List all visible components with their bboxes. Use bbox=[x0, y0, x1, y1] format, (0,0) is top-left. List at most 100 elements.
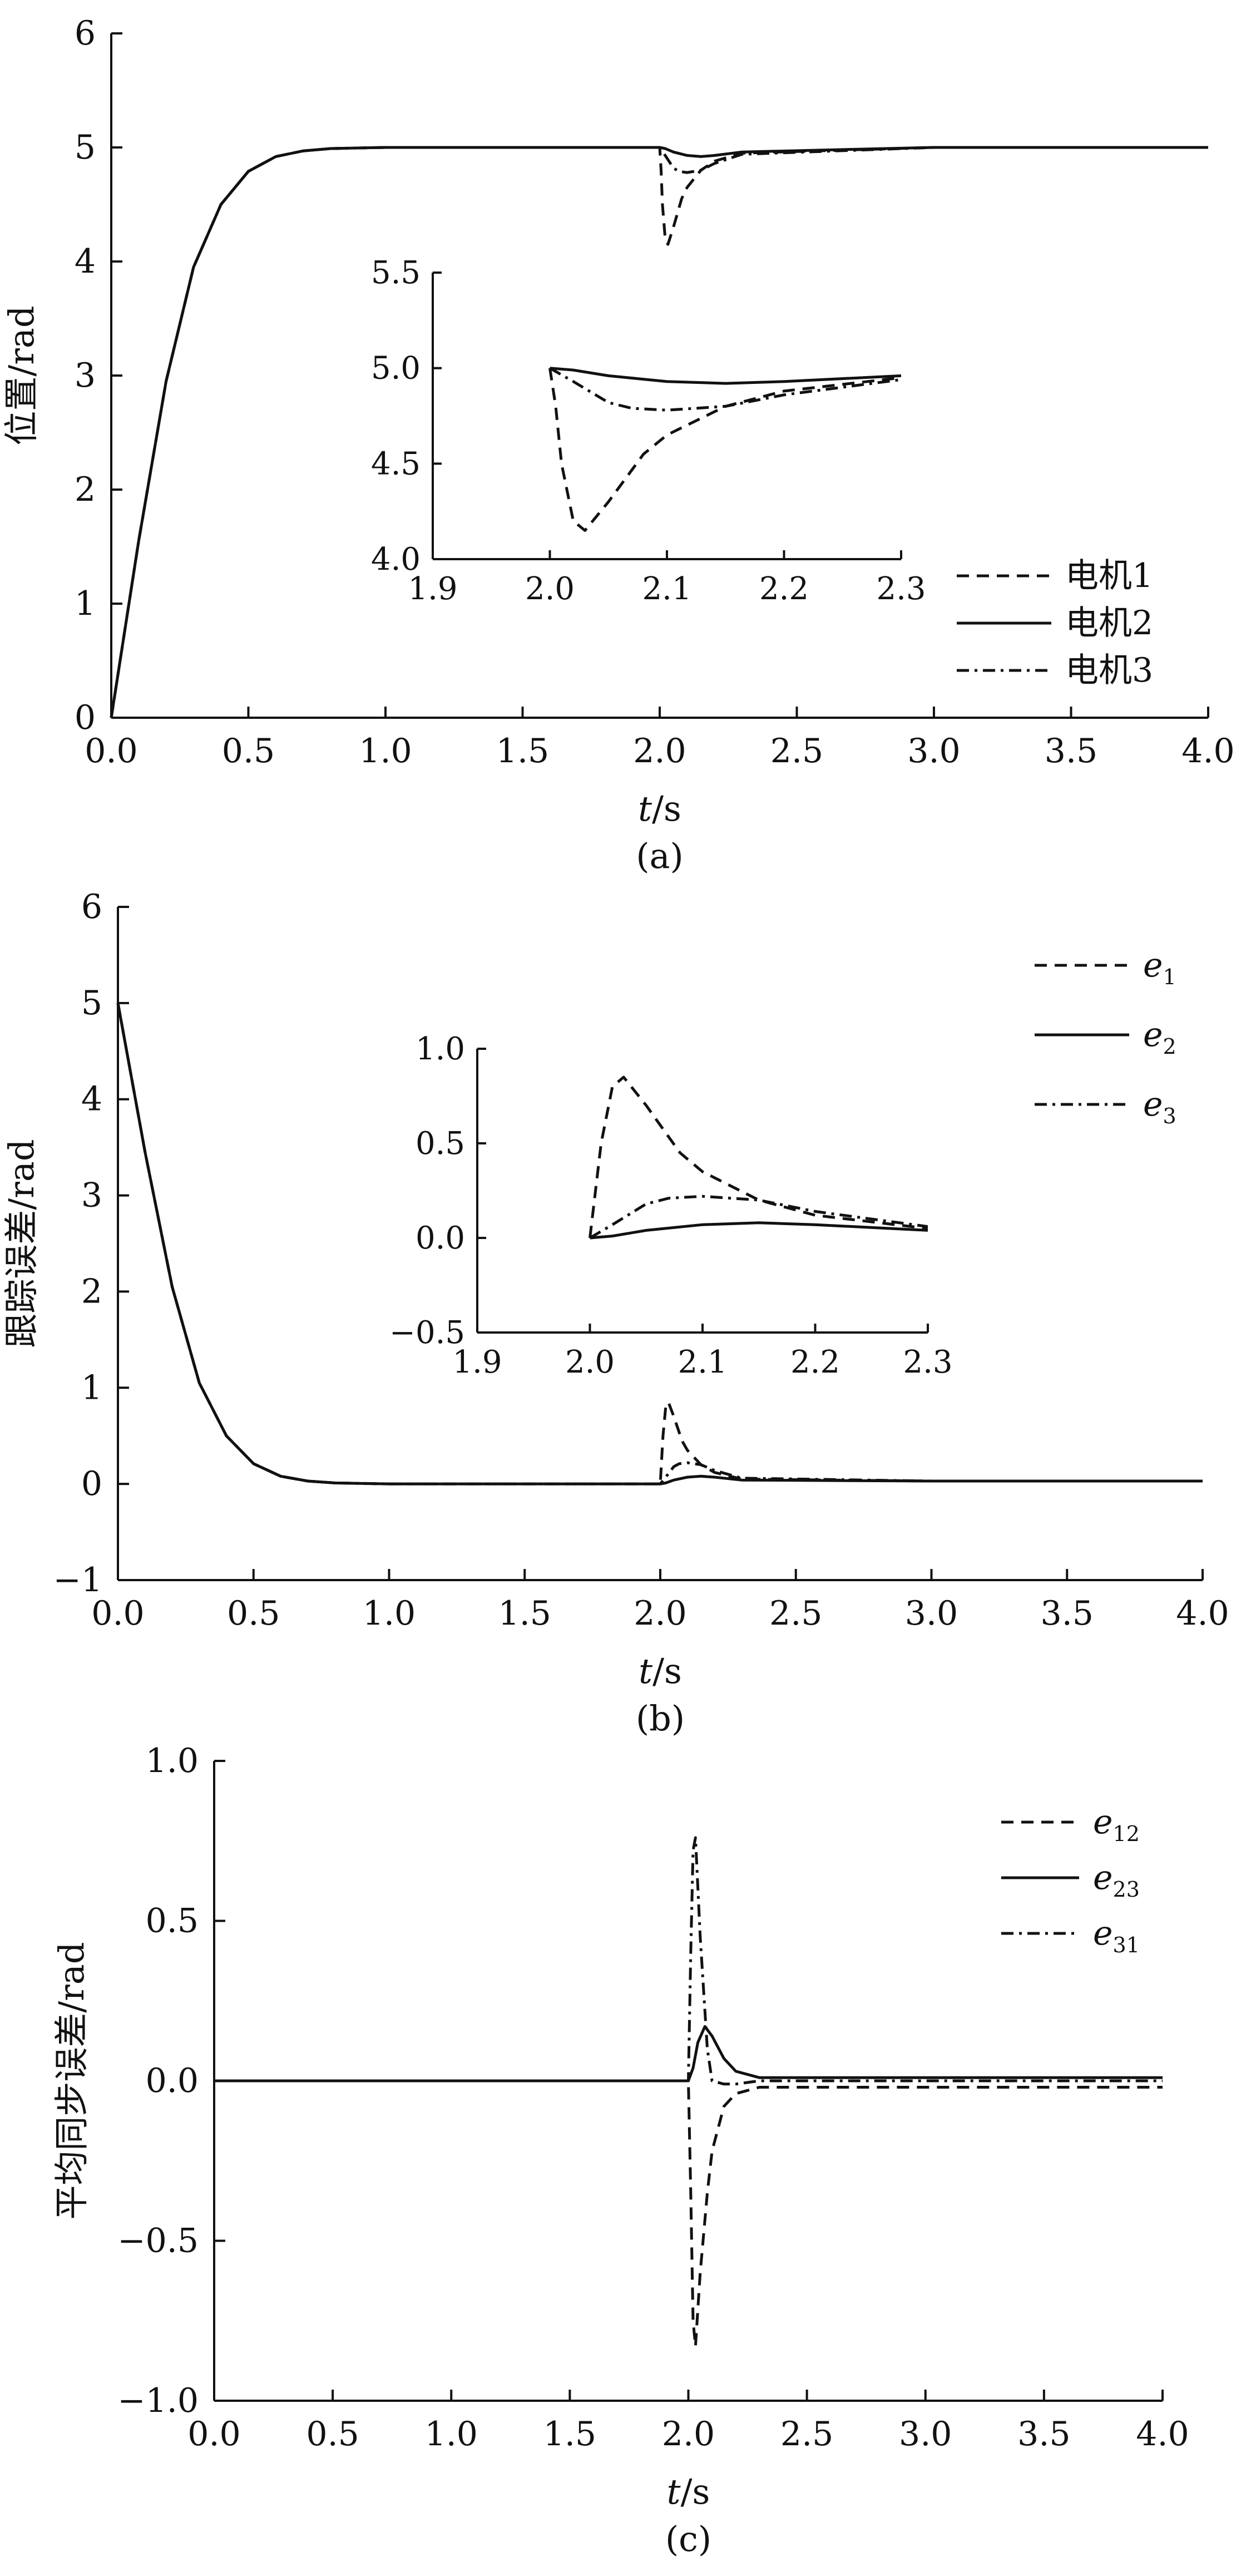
inset-x-tick-label: 2.1 bbox=[642, 571, 691, 607]
x-tick-label: 2.5 bbox=[780, 2415, 833, 2454]
x-tick-label: 3.5 bbox=[1017, 2415, 1070, 2454]
y-tick-label: 0 bbox=[81, 1464, 102, 1503]
x-tick-label: 4.0 bbox=[1136, 2415, 1189, 2454]
x-tick-label: 1.0 bbox=[425, 2415, 478, 2454]
x-tick-label: 1.0 bbox=[363, 1594, 416, 1633]
x-tick-label: 4.0 bbox=[1181, 732, 1234, 771]
legend-label-1: e12 bbox=[1093, 1803, 1140, 1846]
inset-series-line-3 bbox=[589, 1195, 928, 1240]
legend-label-1: 电机1 bbox=[1065, 556, 1153, 595]
panel-c: 0.0 0.5 1.0 1.5 2.0 2.5 3.0 3.5 4.0 −1.0 −0.5 0.0 0.… bbox=[51, 1741, 1189, 2559]
x-tick-label: 3.5 bbox=[1045, 732, 1097, 771]
x-tick-label: 2.5 bbox=[769, 1594, 822, 1633]
y-tick-label: −1 bbox=[53, 1561, 102, 1600]
x-tick-label: 1.0 bbox=[359, 732, 412, 771]
inset-plot: 1.9 2.0 2.1 2.2 2.3 4.0 4.5 5.0 5.5 bbox=[371, 255, 926, 607]
x-axis-label-unit: /s bbox=[652, 788, 681, 829]
inset-y-tick-label: 4.0 bbox=[371, 541, 421, 578]
legend-label-3: e31 bbox=[1093, 1914, 1140, 1957]
x-axis-label-var: t bbox=[667, 2471, 681, 2512]
inset-plot: 1.9 2.0 2.1 2.2 2.3 −0.5 0.0 0.5 1.0 bbox=[389, 1031, 953, 1380]
y-tick-label: 1 bbox=[81, 1368, 102, 1407]
legend: e12 e23 e31 bbox=[1001, 1803, 1140, 1957]
series-line-1 bbox=[110, 146, 1208, 718]
inset-x-tick-label: 1.9 bbox=[452, 1344, 502, 1380]
panel-caption: (c) bbox=[665, 2519, 711, 2559]
series-line-1 bbox=[214, 2079, 1163, 2348]
inset-y-tick-label: 4.5 bbox=[371, 446, 421, 482]
legend-label-3: 电机3 bbox=[1065, 651, 1153, 690]
legend-label-2: e2 bbox=[1143, 1015, 1176, 1059]
inset-series-line-2 bbox=[590, 1221, 928, 1240]
legend-label-2: e23 bbox=[1093, 1858, 1140, 1902]
x-axis-label: t/s bbox=[667, 2471, 710, 2512]
panel-b: 0.0 0.5 1.0 1.5 2.0 2.5 3.0 3.5 4.0 −1 0 1 2 3 4 5 6 t/s 跟… bbox=[1, 887, 1229, 1739]
y-tick-label: 1.0 bbox=[146, 1741, 199, 1780]
x-tick-label: 2.5 bbox=[770, 732, 823, 771]
x-tick-label: 0.5 bbox=[306, 2415, 359, 2454]
series-line-3 bbox=[110, 146, 1208, 718]
x-tick-label: 0.5 bbox=[222, 732, 275, 771]
x-tick-label: 2.0 bbox=[662, 2415, 715, 2454]
x-tick-label: 3.0 bbox=[907, 732, 960, 771]
inset-background bbox=[477, 1049, 928, 1333]
x-tick-label: 3.0 bbox=[905, 1594, 958, 1633]
inset-x-tick-label: 1.9 bbox=[408, 571, 457, 607]
panel-a: 0.0 0.5 1.0 1.5 2.0 2.5 3.0 3.5 4.0 0 1 2 3 4 5 6 t/s 位置/… bbox=[1, 14, 1235, 876]
y-tick-label: 2 bbox=[81, 1272, 102, 1311]
panel-caption: (b) bbox=[636, 1698, 685, 1739]
x-tick-label: 1.5 bbox=[543, 2415, 596, 2454]
legend-label-3: e3 bbox=[1143, 1085, 1176, 1128]
y-tick-label: 6 bbox=[81, 887, 102, 926]
y-tick-label: 5 bbox=[75, 128, 96, 167]
legend-label-2: 电机2 bbox=[1065, 604, 1153, 643]
y-tick-label: 1 bbox=[75, 584, 96, 623]
x-tick-label: 0.0 bbox=[85, 732, 137, 771]
y-axis-label: 平均同步误差/rad bbox=[51, 1942, 92, 2219]
inset-series-line-2 bbox=[550, 367, 901, 385]
x-tick-label: 0.0 bbox=[91, 1594, 144, 1633]
y-tick-label: 0.0 bbox=[146, 2061, 199, 2100]
series-line-2 bbox=[110, 146, 1208, 718]
x-tick-label: 2.0 bbox=[634, 1594, 686, 1633]
x-axis-label-var: t bbox=[638, 788, 652, 829]
inset-series-line-1 bbox=[548, 368, 901, 532]
x-tick-label: 3.5 bbox=[1041, 1594, 1094, 1633]
inset-x-tick-label: 2.1 bbox=[678, 1344, 727, 1380]
y-tick-label: 3 bbox=[81, 1176, 102, 1215]
y-tick-label: 0.5 bbox=[146, 1902, 199, 1941]
inset-x-tick-label: 2.0 bbox=[565, 1344, 615, 1380]
legend-label-1: e1 bbox=[1143, 946, 1176, 989]
inset-x-tick-label: 2.3 bbox=[903, 1344, 952, 1380]
inset-y-tick-label: 0.0 bbox=[416, 1220, 465, 1256]
inset-series-line-1 bbox=[589, 1075, 928, 1238]
inset-y-tick-label: 5.5 bbox=[371, 255, 421, 291]
inset-y-tick-label: −0.5 bbox=[389, 1315, 465, 1351]
inset-x-tick-label: 2.2 bbox=[790, 1344, 840, 1380]
y-tick-label: 4 bbox=[75, 242, 96, 281]
x-tick-label: 4.0 bbox=[1176, 1594, 1229, 1633]
legend: e1 e2 e3 bbox=[1035, 946, 1176, 1128]
panel-caption: (a) bbox=[636, 836, 683, 876]
inset-y-tick-label: 5.0 bbox=[371, 351, 421, 387]
y-tick-label: −0.5 bbox=[117, 2222, 199, 2261]
series-line-2 bbox=[214, 2025, 1163, 2082]
x-tick-label: 3.0 bbox=[899, 2415, 952, 2454]
legend: 电机1 电机2 电机3 bbox=[957, 556, 1153, 690]
y-axis-label: 位置/rad bbox=[1, 305, 42, 445]
y-tick-label: 6 bbox=[75, 14, 96, 53]
x-tick-label: 0.5 bbox=[227, 1594, 280, 1633]
x-axis-label-var: t bbox=[639, 1651, 652, 1691]
y-tick-label: 3 bbox=[75, 356, 96, 395]
x-axis-label: t/s bbox=[638, 788, 681, 829]
y-tick-label: 5 bbox=[81, 984, 102, 1023]
x-tick-label: 1.5 bbox=[496, 732, 549, 771]
inset-x-tick-label: 2.0 bbox=[525, 571, 575, 607]
x-axis-label: t/s bbox=[639, 1651, 682, 1691]
inset-background bbox=[433, 273, 901, 559]
x-axis-label-unit: /s bbox=[652, 1651, 682, 1691]
y-tick-label: 4 bbox=[81, 1080, 102, 1119]
x-tick-label: 2.0 bbox=[633, 732, 686, 771]
y-axis-label: 跟踪误差/rad bbox=[1, 1139, 42, 1348]
